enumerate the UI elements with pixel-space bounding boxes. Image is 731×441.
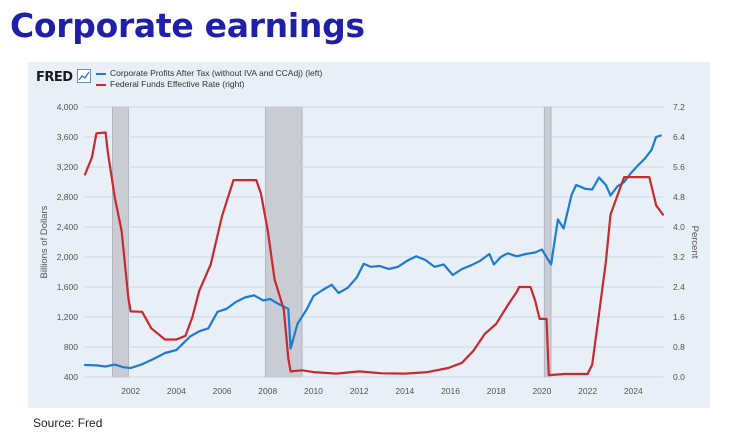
x-tick-label: 2016 [441, 386, 460, 396]
legend-label-fedfunds: Federal Funds Effective Rate (right) [110, 79, 245, 89]
y-right-tick-label: 3.2 [673, 252, 685, 262]
slide-title: Corporate earnings [10, 6, 365, 45]
y-right-tick-label: 2.4 [673, 282, 685, 292]
legend-label-profits: Corporate Profits After Tax (without IVA… [110, 68, 323, 78]
fred-chart-icon [77, 69, 91, 83]
legend-item-fedfunds: Federal Funds Effective Rate (right) [96, 79, 322, 90]
x-tick-label: 2002 [121, 386, 140, 396]
x-tick-label: 2020 [532, 386, 551, 396]
x-tick-label: 2018 [487, 386, 506, 396]
x-tick-label: 2024 [624, 386, 643, 396]
y-left-tick-label: 3,600 [57, 132, 79, 142]
y-left-tick-label: 2,000 [57, 252, 79, 262]
y-left-tick-label: 2,400 [57, 222, 79, 232]
y-left-axis-title: Billions of Dollars [39, 205, 50, 278]
y-left-tick-label: 3,200 [57, 162, 79, 172]
y-right-tick-label: 6.4 [673, 132, 685, 142]
series-line-fed-funds-rate [83, 131, 665, 377]
legend-swatch-profits [96, 72, 106, 75]
y-right-tick-label: 0.0 [673, 372, 685, 382]
x-tick-label: 2010 [304, 386, 323, 396]
x-tick-label: 2012 [350, 386, 369, 396]
x-tick-label: 2006 [213, 386, 232, 396]
series-line-corporate-profits [83, 134, 662, 370]
y-left-tick-label: 4,000 [57, 102, 79, 112]
y-right-tick-label: 1.6 [673, 312, 685, 322]
y-left-tick-label: 1,200 [57, 312, 79, 322]
y-right-tick-label: 0.8 [673, 342, 685, 352]
y-left-tick-label: 800 [64, 342, 78, 352]
chart-panel [28, 62, 710, 408]
x-tick-label: 2004 [167, 386, 186, 396]
y-right-tick-label: 4.0 [673, 222, 685, 232]
recession-band [265, 106, 303, 378]
legend-swatch-fedfunds [96, 83, 106, 86]
recession-band [112, 106, 129, 378]
y-right-tick-label: 4.8 [673, 192, 685, 202]
x-tick-label: 2022 [578, 386, 597, 396]
y-left-tick-label: 400 [64, 372, 78, 382]
x-tick-label: 2008 [258, 386, 277, 396]
y-right-axis-title: Percent [689, 226, 700, 259]
x-tick-label: 2014 [395, 386, 414, 396]
legend-item-profits: Corporate Profits After Tax (without IVA… [96, 68, 322, 79]
chart-legend: Corporate Profits After Tax (without IVA… [96, 68, 322, 90]
y-left-tick-label: 2,800 [57, 192, 79, 202]
fred-logo: FRED [36, 70, 73, 85]
y-right-tick-label: 7.2 [673, 102, 685, 112]
y-left-tick-label: 1,600 [57, 282, 79, 292]
source-note: Source: Fred [33, 416, 103, 430]
y-right-tick-label: 5.6 [673, 162, 685, 172]
